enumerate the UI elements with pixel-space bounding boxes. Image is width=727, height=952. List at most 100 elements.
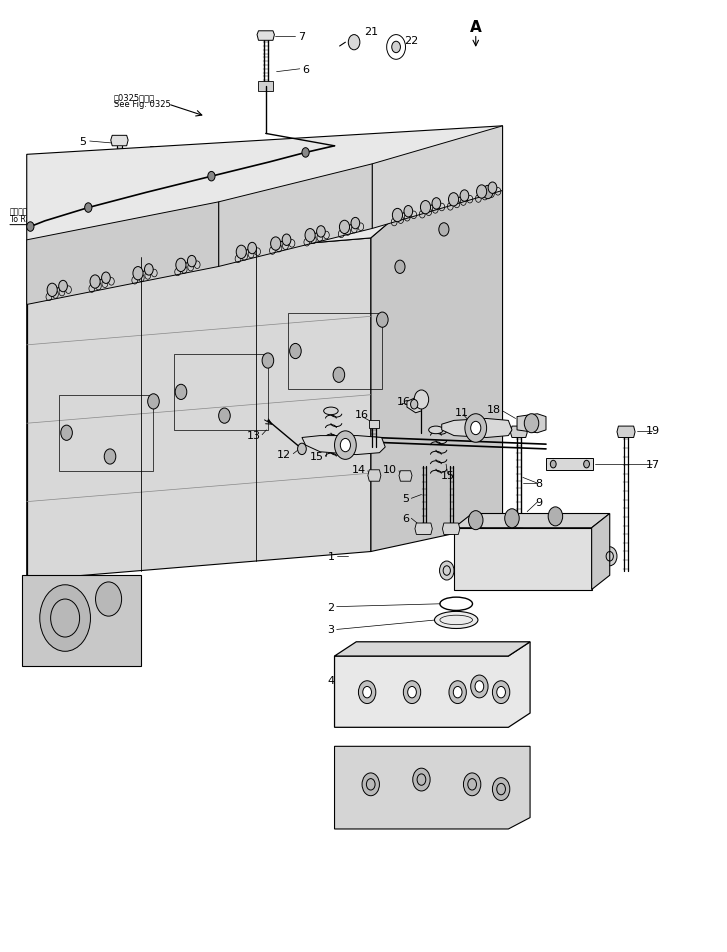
Text: See Fig. 0325: See Fig. 0325	[113, 100, 170, 109]
Polygon shape	[399, 471, 412, 482]
Bar	[288, 313, 382, 389]
Polygon shape	[443, 524, 459, 535]
Circle shape	[470, 675, 488, 698]
Text: 11: 11	[455, 407, 469, 417]
Circle shape	[340, 439, 350, 452]
Circle shape	[302, 149, 309, 158]
Ellipse shape	[429, 426, 443, 434]
Circle shape	[248, 243, 257, 254]
Polygon shape	[454, 528, 592, 590]
Circle shape	[420, 201, 430, 214]
Polygon shape	[372, 127, 502, 229]
Polygon shape	[334, 642, 530, 656]
Circle shape	[465, 414, 486, 443]
Circle shape	[550, 461, 556, 468]
Circle shape	[27, 223, 34, 232]
Text: 19: 19	[646, 426, 660, 435]
Polygon shape	[27, 239, 371, 581]
Polygon shape	[111, 136, 128, 147]
Polygon shape	[617, 426, 635, 438]
Circle shape	[334, 431, 356, 460]
Circle shape	[363, 686, 371, 698]
Circle shape	[176, 259, 186, 272]
Circle shape	[440, 562, 454, 581]
Text: 10: 10	[383, 465, 397, 474]
Text: 6: 6	[96, 163, 103, 172]
Polygon shape	[27, 203, 219, 306]
Bar	[113, 195, 126, 203]
Circle shape	[362, 773, 379, 796]
Polygon shape	[368, 470, 381, 482]
Circle shape	[408, 686, 417, 698]
Circle shape	[393, 209, 403, 223]
Polygon shape	[592, 514, 610, 590]
Circle shape	[282, 235, 291, 247]
Circle shape	[59, 281, 68, 292]
Text: 20: 20	[148, 146, 162, 155]
Circle shape	[348, 35, 360, 50]
Text: 8: 8	[535, 479, 542, 488]
Text: 5: 5	[402, 494, 409, 504]
Bar	[174, 354, 268, 430]
Circle shape	[188, 256, 196, 268]
Bar	[60, 395, 153, 471]
Circle shape	[584, 461, 590, 468]
Circle shape	[262, 353, 273, 368]
Ellipse shape	[509, 519, 527, 528]
Circle shape	[497, 686, 505, 698]
Text: 16: 16	[396, 397, 410, 407]
Circle shape	[289, 344, 301, 359]
Bar	[259, 82, 273, 91]
Circle shape	[270, 238, 281, 251]
Circle shape	[133, 268, 143, 281]
Circle shape	[463, 773, 481, 796]
Circle shape	[492, 681, 510, 704]
Circle shape	[297, 444, 306, 455]
Circle shape	[104, 449, 116, 465]
Text: 17: 17	[646, 460, 660, 469]
Polygon shape	[27, 127, 502, 268]
Circle shape	[148, 394, 159, 409]
Circle shape	[392, 42, 401, 53]
Circle shape	[236, 246, 246, 259]
Text: 16: 16	[355, 409, 369, 419]
Text: 14: 14	[352, 465, 366, 474]
Text: 18: 18	[487, 405, 501, 414]
Text: 22: 22	[404, 36, 419, 47]
Circle shape	[460, 190, 469, 202]
Text: 2: 2	[327, 602, 334, 612]
Circle shape	[449, 193, 459, 207]
Text: 9: 9	[535, 498, 542, 507]
Circle shape	[333, 367, 345, 383]
Polygon shape	[454, 514, 610, 528]
Circle shape	[468, 511, 483, 530]
Bar	[22, 576, 141, 665]
Polygon shape	[334, 642, 530, 727]
Circle shape	[351, 218, 360, 229]
Circle shape	[475, 681, 483, 692]
Text: 6: 6	[402, 514, 409, 524]
Polygon shape	[371, 127, 502, 552]
Text: 4: 4	[327, 675, 334, 685]
Polygon shape	[415, 524, 433, 535]
Polygon shape	[517, 414, 546, 433]
Circle shape	[413, 768, 430, 791]
Circle shape	[40, 585, 90, 651]
Circle shape	[102, 272, 111, 284]
Circle shape	[175, 385, 187, 400]
Circle shape	[477, 186, 486, 199]
Circle shape	[454, 686, 462, 698]
Text: 13: 13	[246, 430, 260, 440]
Circle shape	[61, 426, 73, 441]
Polygon shape	[407, 398, 422, 413]
Circle shape	[524, 414, 539, 433]
Circle shape	[219, 408, 230, 424]
Circle shape	[449, 681, 466, 704]
Text: 1: 1	[327, 552, 334, 562]
Circle shape	[316, 227, 325, 238]
Circle shape	[505, 509, 519, 528]
Text: ラジエータへ: ラジエータへ	[10, 208, 38, 217]
Ellipse shape	[324, 407, 338, 415]
Circle shape	[340, 221, 350, 234]
Circle shape	[470, 422, 481, 435]
